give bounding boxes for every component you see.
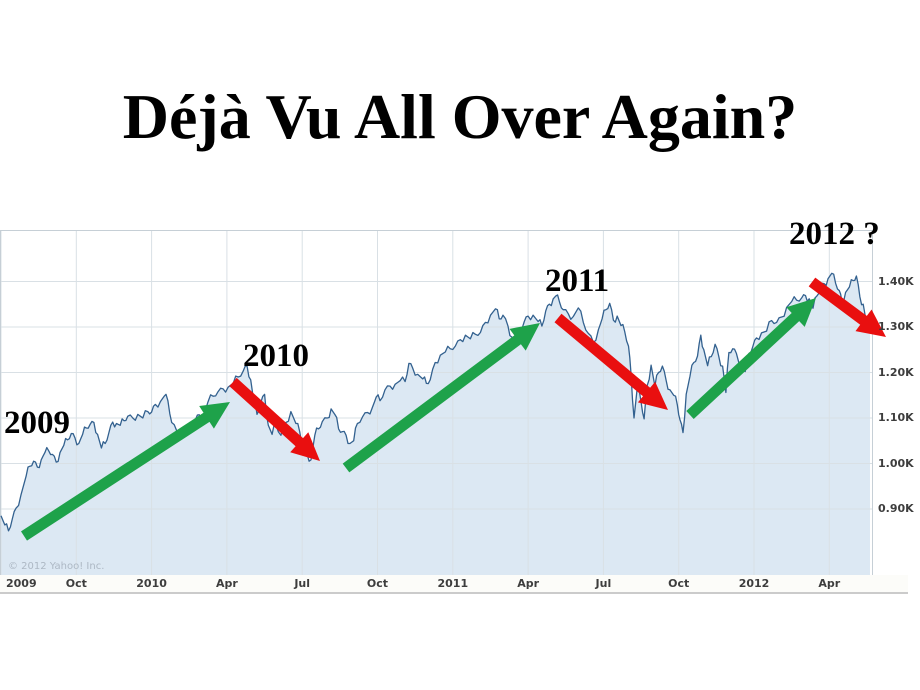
trend-arrow-down: [229, 377, 320, 461]
trend-arrow-up: [21, 402, 230, 541]
source-note: © 2012 Yahoo! Inc.: [8, 561, 105, 572]
bottom-rule: [0, 592, 908, 594]
trend-arrow-up: [342, 323, 540, 473]
trend-arrow-down: [808, 277, 886, 337]
price-line: [0, 272, 871, 532]
chart-title: Déjà Vu All Over Again?: [122, 81, 798, 152]
trend-arrow-down: [554, 313, 668, 410]
x-axis-strip: [0, 575, 908, 592]
area-fill: [1, 273, 870, 575]
trend-arrow-up: [686, 298, 816, 419]
